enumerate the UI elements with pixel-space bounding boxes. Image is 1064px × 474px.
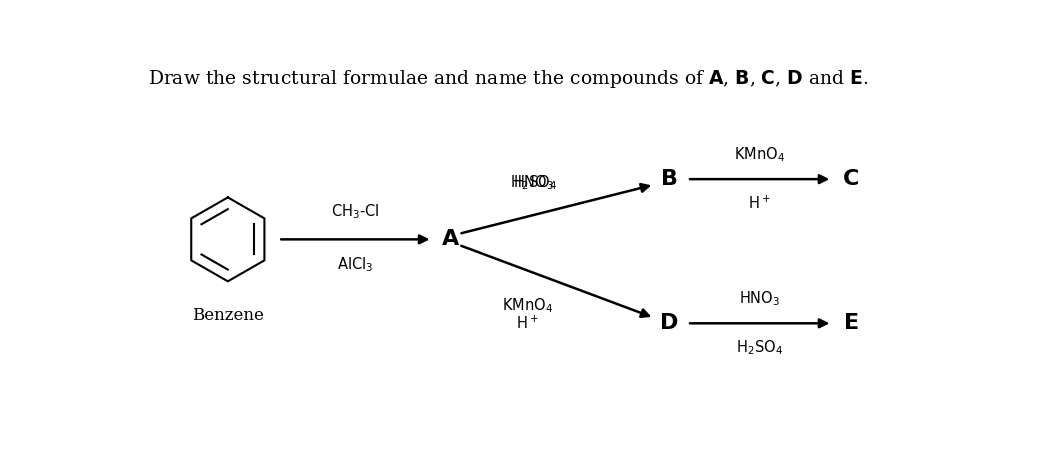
Text: Benzene: Benzene	[192, 307, 264, 324]
Text: $\bf{D}$: $\bf{D}$	[660, 312, 679, 334]
Text: $\bf{E}$: $\bf{E}$	[843, 312, 859, 334]
Text: $\mathregular{H_2SO_4}$: $\mathregular{H_2SO_4}$	[511, 155, 558, 192]
Text: $\mathregular{H_2SO_4}$: $\mathregular{H_2SO_4}$	[736, 338, 783, 357]
Text: $\mathregular{H^+}$: $\mathregular{H^+}$	[516, 297, 538, 332]
Text: $\bf{C}$: $\bf{C}$	[842, 168, 859, 190]
Text: $\mathregular{AlCl_3}$: $\mathregular{AlCl_3}$	[337, 256, 373, 274]
Text: $\bf{A}$: $\bf{A}$	[440, 228, 460, 250]
Text: $\mathregular{HNO_3}$: $\mathregular{HNO_3}$	[513, 173, 554, 192]
Text: $\bf{B}$: $\bf{B}$	[661, 168, 678, 190]
Text: $\mathregular{HNO_3}$: $\mathregular{HNO_3}$	[739, 289, 780, 308]
Text: $\mathregular{KMnO_4}$: $\mathregular{KMnO_4}$	[501, 297, 552, 315]
Text: $\mathregular{KMnO_4}$: $\mathregular{KMnO_4}$	[734, 145, 785, 164]
Text: $\mathregular{H^+}$: $\mathregular{H^+}$	[748, 194, 771, 212]
Text: Draw the structural formulae and name the compounds of $\bf{A}$, $\bf{B}$, $\bf{: Draw the structural formulae and name th…	[148, 68, 868, 90]
Text: $\mathregular{CH_3}$-Cl: $\mathregular{CH_3}$-Cl	[331, 202, 380, 221]
